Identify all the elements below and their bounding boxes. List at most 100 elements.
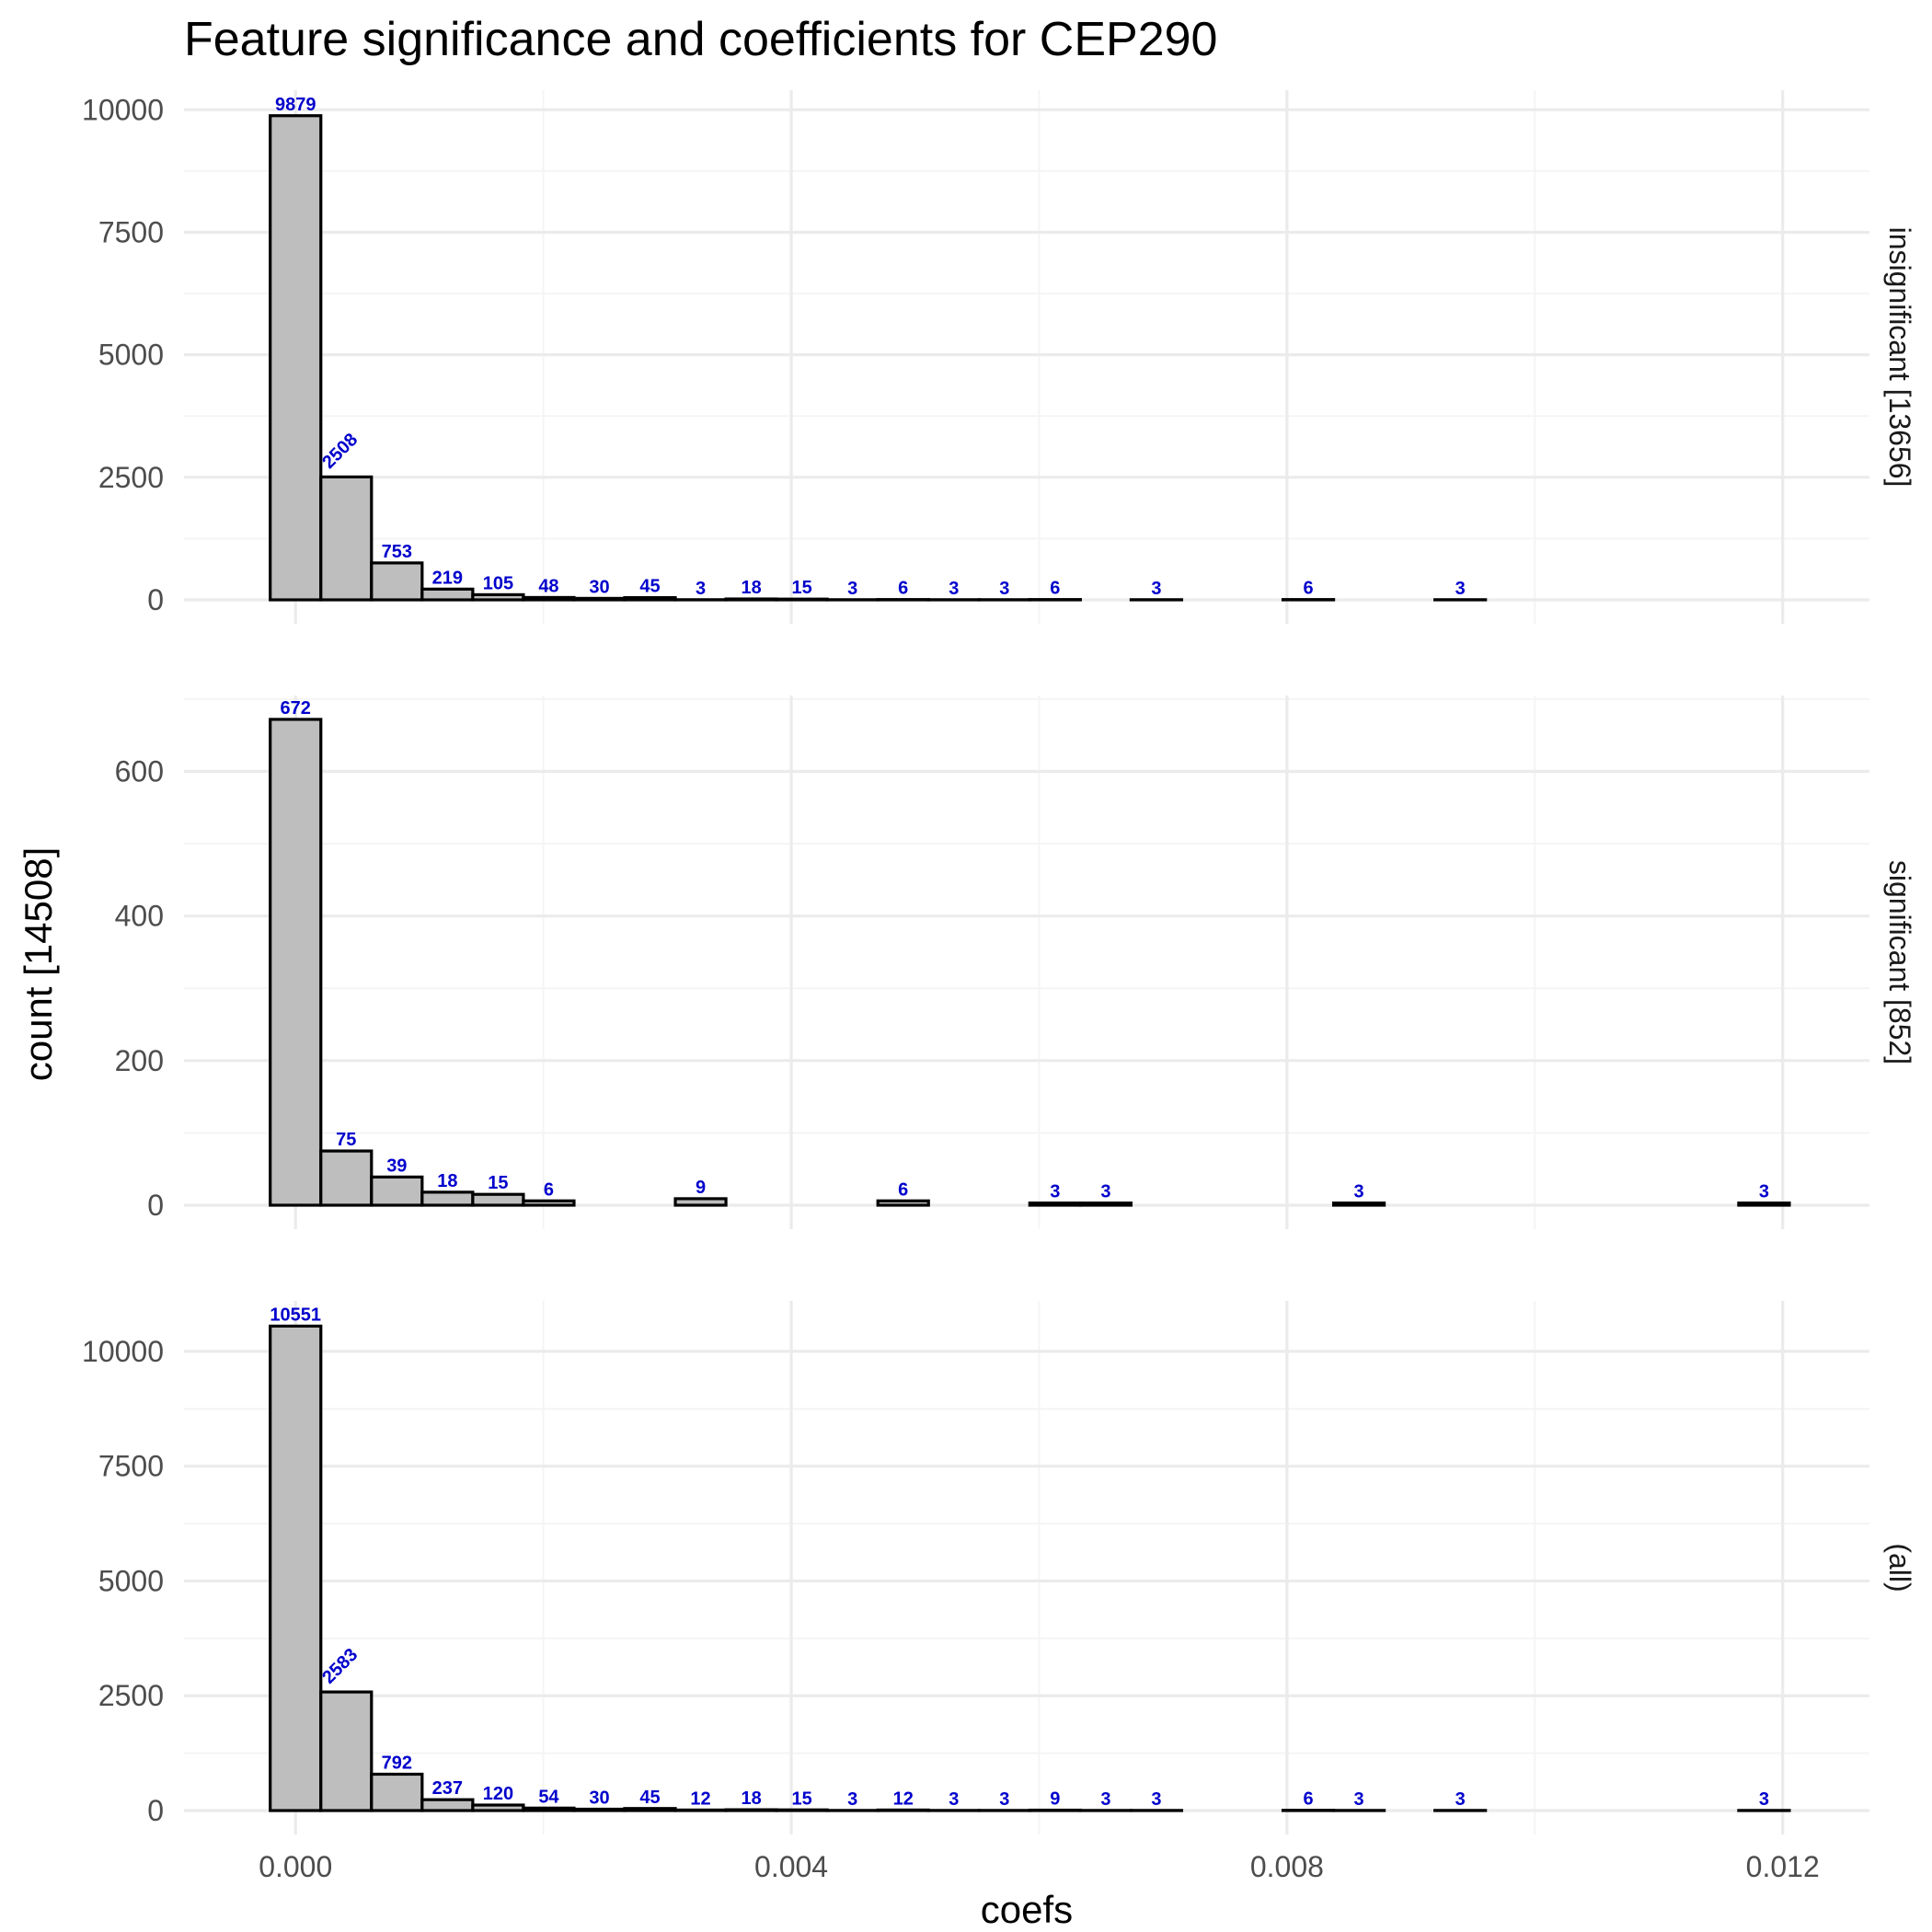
histogram-bar [370,561,424,602]
histogram-bar [471,592,525,602]
y-tick-label: 600 [115,755,164,788]
bar-count-label: 3 [1050,1182,1060,1202]
histogram-bar [420,1798,475,1812]
bar-count-label: 15 [488,1173,508,1193]
facet-strip-label: significant [852] [1883,860,1916,1064]
x-tick-label: 0.004 [754,1850,828,1883]
bar-count-label: 3 [1455,1789,1466,1810]
bar-count-label: 3 [1354,1789,1364,1810]
histogram-bar [1028,1202,1082,1207]
bar-count-label: 792 [382,1753,412,1773]
histogram-bar [522,595,576,602]
chart-title: Feature significance and coefficients fo… [184,13,1217,66]
histogram-bar [724,1808,778,1812]
bar-count-label: 9 [1050,1789,1060,1810]
bar-count-label: 3 [949,1789,959,1810]
y-tick-label: 2500 [98,461,164,494]
histogram-bar [370,1772,424,1812]
bar-count-label: 3 [1100,1182,1110,1202]
histogram-bar [876,1199,930,1207]
bar-count-label: 12 [893,1788,914,1809]
bar-count-label: 6 [1050,579,1060,599]
bar-count-label: 10551 [270,1305,321,1325]
bar-count-label: 18 [437,1171,457,1191]
histogram-bar [623,596,677,602]
bar-count-label: 237 [432,1778,463,1799]
facet-strip-label: (all) [1883,1543,1916,1592]
bar-count-label: 219 [432,568,463,588]
histogram-bar [876,1808,930,1812]
bar-count-label: 3 [847,579,857,599]
facet-strip-label: insignificant [13656] [1883,227,1916,488]
x-tick-label: 0.008 [1250,1850,1324,1883]
y-tick-label: 5000 [98,1564,164,1597]
bar-count-label: 6 [1303,579,1313,599]
histogram-bar [269,114,323,602]
bar-count-label: 3 [999,1789,1009,1810]
histogram-bar [522,1806,576,1812]
histogram-bar [370,1175,424,1207]
histogram-bar [269,718,323,1207]
histogram-bar [673,1197,728,1207]
y-tick-label: 0 [147,1794,164,1827]
y-tick-label: 200 [115,1044,164,1077]
x-tick-label: 0.000 [259,1850,332,1883]
y-tick-label: 400 [115,900,164,933]
bar-count-label: 15 [792,578,812,598]
histogram-bar [420,587,475,602]
y-tick-label: 0 [147,1189,164,1222]
facet-panel: 0 200 400 600 672 75 39 18 15 6 9 6 3 3 3 3 significant … [115,696,1916,1229]
histogram-bar [1331,1202,1386,1207]
bar-count-label: 6 [898,579,908,599]
bar-count-label: 6 [898,1179,908,1200]
histogram-bar [572,596,627,602]
bar-count-label: 45 [639,1788,660,1808]
bar-count-label: 15 [792,1788,812,1809]
histogram-bar [269,1324,323,1812]
bar-count-label: 45 [639,577,660,597]
y-tick-label: 2500 [98,1679,164,1712]
bar-count-label: 3 [1455,579,1466,599]
bar-count-label: 6 [1303,1789,1313,1810]
y-tick-label: 5000 [98,339,164,372]
bar-count-label: 9879 [275,95,316,115]
histogram-bar [775,597,829,602]
histogram-bar [420,1190,475,1207]
histogram-bar [1078,1202,1133,1207]
y-tick-label: 0 [147,583,164,616]
bar-count-label: 3 [1151,1789,1161,1810]
y-tick-label: 7500 [98,215,164,248]
bar-count-label: 3 [1100,1789,1110,1810]
bar-count-label: 9 [696,1178,706,1198]
histogram-bar [471,1192,525,1207]
histogram-bar [319,1149,374,1207]
histogram-bar [775,1808,829,1812]
bar-count-label: 30 [589,577,609,597]
bar-count-label: 18 [741,1788,761,1809]
y-tick-label: 7500 [98,1450,164,1483]
bar-count-label: 30 [589,1788,609,1809]
histogram-bar [673,1808,728,1812]
bar-count-label: 105 [483,573,513,593]
x-axis-title: coefs [981,1888,1073,1931]
facet-panel: 0 2500 5000 7500 10000 10551 2583 792 237 120 54 30… [82,1301,1916,1834]
bar-count-label: 48 [538,576,558,596]
histogram-bar [572,1807,627,1812]
bar-count-label: 120 [483,1784,513,1804]
bar-count-label: 3 [847,1789,857,1810]
bar-count-label: 753 [382,542,412,562]
bar-count-label: 18 [741,578,761,598]
histogram-bar [319,1690,374,1812]
y-tick-label: 10000 [82,1335,164,1368]
bar-count-label: 3 [1759,1182,1769,1202]
bar-count-label: 3 [696,579,706,599]
bar-count-label: 3 [1354,1182,1364,1202]
bar-count-label: 6 [544,1179,554,1200]
bar-count-label: 3 [999,579,1009,599]
y-tick-label: 10000 [82,93,164,126]
histogram-bar [522,1199,576,1207]
bar-count-label: 672 [281,698,311,719]
histogram-bar [471,1803,525,1812]
